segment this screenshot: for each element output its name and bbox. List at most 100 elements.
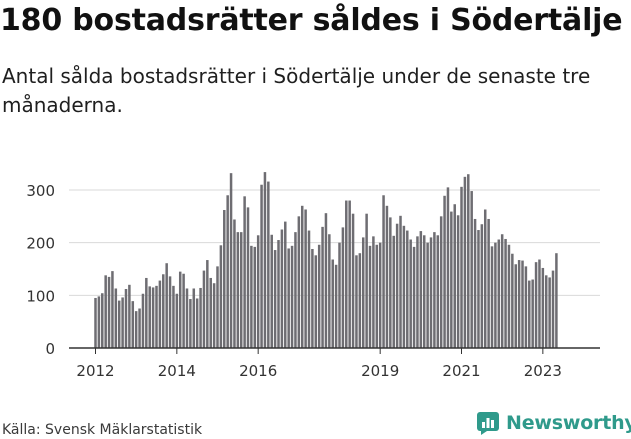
bar	[422, 235, 426, 348]
bar	[155, 285, 158, 348]
bar	[97, 296, 101, 348]
bar	[361, 237, 365, 348]
bar	[507, 244, 511, 348]
bar	[511, 253, 514, 348]
bar	[101, 293, 104, 348]
bar	[450, 211, 453, 348]
source-note: Källa: Svensk Mäklarstatistik	[2, 422, 203, 438]
bar	[250, 245, 253, 348]
bar	[290, 245, 294, 348]
bar	[124, 289, 128, 348]
bar	[178, 271, 182, 348]
bar	[490, 246, 494, 348]
bar	[328, 234, 331, 348]
bar	[460, 186, 463, 348]
bar	[446, 187, 450, 348]
bar	[175, 293, 179, 348]
bar	[351, 213, 355, 348]
bar	[477, 230, 480, 348]
bar	[117, 300, 121, 348]
bar	[534, 262, 538, 348]
bar	[94, 297, 97, 348]
bar	[497, 239, 501, 348]
bar	[151, 287, 155, 348]
bar	[121, 297, 124, 348]
bar	[134, 311, 138, 348]
bar	[195, 298, 199, 348]
bar	[548, 277, 551, 348]
bar	[280, 229, 284, 348]
bar	[426, 242, 429, 348]
highlight-data-label: 180	[574, 0, 606, 5]
bar	[456, 215, 460, 348]
bar	[321, 226, 324, 348]
x-tick-label: 2016	[239, 362, 277, 380]
data-labels: 180	[574, 0, 606, 5]
bar	[494, 242, 497, 348]
brand-logo[interactable]: Newsworthy	[476, 408, 631, 438]
bar	[324, 213, 328, 348]
bar	[334, 264, 338, 348]
bar	[541, 267, 545, 348]
bar	[168, 276, 172, 348]
bar	[524, 266, 528, 348]
bar	[528, 280, 531, 348]
bar	[419, 231, 423, 348]
bar	[531, 279, 534, 348]
bar	[378, 242, 382, 348]
bar	[212, 283, 216, 348]
bar	[141, 293, 145, 348]
bar	[429, 237, 433, 348]
bar	[209, 277, 212, 348]
bar	[239, 232, 243, 348]
bar	[514, 264, 517, 348]
bar	[216, 266, 219, 348]
bar	[199, 287, 202, 348]
bar	[145, 277, 148, 348]
y-axis-tick-labels: 0 100 200 300	[26, 182, 55, 358]
bar	[399, 215, 402, 348]
bar	[385, 205, 389, 348]
bar	[138, 308, 141, 348]
bar	[473, 218, 477, 348]
x-tick-label: 2019	[361, 362, 399, 380]
bar	[131, 301, 135, 348]
bar	[372, 236, 375, 348]
bar	[480, 224, 484, 348]
bars	[94, 172, 558, 348]
bar	[297, 216, 301, 348]
bar	[331, 259, 334, 348]
bar	[172, 285, 175, 348]
bar	[165, 263, 168, 348]
bar	[368, 245, 372, 348]
bar	[544, 275, 548, 348]
bar	[317, 244, 321, 348]
bar	[229, 173, 233, 348]
bar	[273, 250, 277, 348]
bar	[243, 196, 246, 348]
bar	[114, 288, 118, 348]
bar	[104, 275, 107, 348]
bar	[521, 260, 524, 348]
newsworthy-logo-icon	[477, 412, 499, 435]
bar	[341, 227, 345, 348]
bar	[202, 270, 206, 348]
bar	[111, 271, 114, 348]
x-tick-label: 2023	[524, 362, 562, 380]
bar	[483, 209, 487, 348]
x-tick-label: 2014	[158, 362, 196, 380]
bar	[267, 181, 270, 348]
bar	[382, 195, 385, 348]
bar-chart: 0 100 200 300 2012 2014 2016 2019 2021 2023 180	[26, 0, 606, 380]
bar	[412, 246, 416, 348]
bar	[443, 195, 446, 348]
y-tick-label: 200	[26, 235, 55, 253]
bar	[467, 174, 470, 348]
bar	[128, 284, 131, 348]
bar	[487, 218, 490, 348]
bar	[246, 207, 250, 348]
bar	[256, 235, 260, 348]
bar	[219, 245, 223, 348]
bar	[406, 230, 409, 348]
chart-title: 180 bostadsrätter såldes i Södertälje	[0, 3, 623, 38]
